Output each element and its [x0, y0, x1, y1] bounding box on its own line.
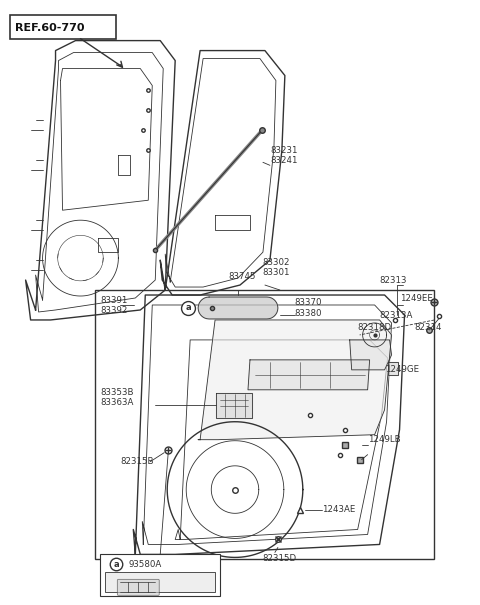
Bar [96, 290, 434, 560]
FancyBboxPatch shape [117, 580, 159, 595]
Text: a: a [185, 304, 191, 313]
Text: 93580A: 93580A [128, 560, 162, 569]
Text: 82315B: 82315B [120, 457, 154, 466]
Text: REF.60-770: REF.60-770 [15, 22, 84, 33]
Text: 83370
83380: 83370 83380 [295, 298, 323, 318]
Bar [106, 572, 215, 592]
Bar [100, 554, 220, 597]
Polygon shape [198, 320, 392, 440]
Text: 83231
83241: 83231 83241 [270, 146, 298, 165]
Text: 1243AE: 1243AE [322, 505, 355, 514]
Polygon shape [198, 297, 278, 319]
FancyBboxPatch shape [10, 15, 116, 39]
Polygon shape [216, 393, 252, 417]
Text: 83745: 83745 [228, 272, 255, 281]
Text: a: a [114, 560, 119, 569]
Text: 1249LB: 1249LB [368, 435, 400, 444]
Text: 83302
83301: 83302 83301 [262, 258, 289, 277]
Polygon shape [248, 360, 370, 390]
Text: 83353B
83363A: 83353B 83363A [100, 388, 134, 408]
Text: 83391
83392: 83391 83392 [100, 296, 128, 315]
Text: 82313: 82313 [380, 275, 407, 284]
Polygon shape [350, 340, 392, 370]
Polygon shape [387, 362, 397, 375]
Text: 82313A: 82313A [380, 312, 413, 321]
Text: 82314: 82314 [415, 324, 442, 332]
Text: 1249GE: 1249GE [384, 365, 419, 374]
Text: 82315D: 82315D [262, 554, 296, 563]
Text: 1249EE: 1249EE [399, 293, 432, 302]
Text: 82318D: 82318D [358, 324, 392, 332]
